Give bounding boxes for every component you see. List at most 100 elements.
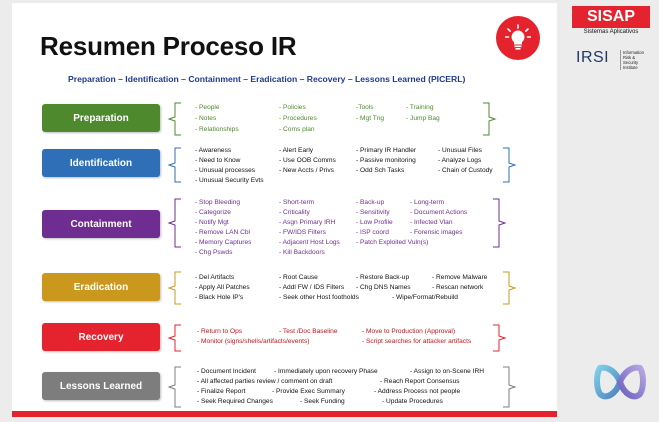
irsi-logo: IRSI Information Risk & Security Institu… [576, 48, 650, 70]
list-item: - Jump Bag [406, 115, 440, 122]
list-item: - Relationships [195, 126, 239, 133]
list-item: - Black Hole IP's [195, 294, 244, 301]
preparation-brace [167, 102, 497, 136]
list-item: - Root Cause [279, 274, 318, 281]
list-item: - Training [406, 104, 434, 111]
list-item: - Move to Production (Approval) [362, 328, 456, 335]
list-item: -Tools [356, 104, 374, 111]
list-item: - Criticality [279, 209, 310, 216]
list-item: - Seek Required Changes [197, 398, 273, 405]
list-item: - Remove Malware [432, 274, 488, 281]
phase-containment: Containment [42, 210, 160, 238]
phase-label: Eradication [73, 281, 129, 293]
identification-brace [167, 147, 517, 183]
list-item: - Provide Exec Summary [272, 388, 345, 395]
phase-recovery: Recovery [42, 323, 160, 351]
list-item: - People [195, 104, 220, 111]
phase-preparation: Preparation [42, 104, 160, 132]
phase-label: Recovery [78, 331, 124, 343]
list-item: - Addl FW / IDS Filters [279, 284, 345, 291]
phase-label: Containment [70, 218, 132, 230]
list-item: - Procedures [279, 115, 317, 122]
irsi-sub-line: Risk & Security [623, 55, 639, 65]
list-item: - Kill Backdoors [279, 249, 325, 256]
phase-identification: Identification [42, 149, 160, 177]
list-item: - Asgn Primary IRH [279, 219, 336, 226]
list-item: - Forensic images [410, 229, 463, 236]
list-item: - Reach Report Consensus [380, 378, 460, 385]
list-item: - Unusual Security Evts [195, 177, 264, 184]
list-item: - Wipe/Format/Rebuild [392, 294, 458, 301]
irsi-logo-subtitle: Information Risk & Security Institute [620, 50, 650, 70]
phase-label: Identification [69, 157, 133, 169]
containment-brace [167, 198, 507, 248]
lightbulb-icon [496, 16, 540, 60]
list-item: - Update Procedures [382, 398, 443, 405]
list-item: - Back-up [356, 199, 385, 206]
list-item: - Need to Know [195, 157, 241, 164]
list-item: - Odd Sch Tasks [356, 167, 405, 174]
phase-label: Lessons Learned [59, 380, 143, 392]
list-item: - Assign to on-Scene IRH [410, 368, 485, 375]
slide-title: Resumen Proceso IR [40, 31, 297, 61]
list-item: - Use OOB Comms [279, 157, 336, 164]
list-item: - Document Incident [197, 368, 257, 375]
sisap-logo: SISAP Sistemas Aplicativos [572, 6, 650, 38]
slide-subtitle: Preparation – Identification – Containme… [68, 74, 466, 84]
list-item: - Notes [195, 115, 217, 122]
list-item: - Awareness [195, 147, 232, 154]
list-item: - Memory Captures [195, 239, 252, 246]
bottom-accent-bar [12, 411, 557, 417]
irsi-sub-line: Institute [623, 65, 638, 70]
list-item: - Categorize [195, 209, 231, 216]
list-item: - Mgt Tng [356, 115, 385, 122]
list-item: - Remove LAN Cbl [195, 229, 250, 236]
list-item: - Analyze Logs [438, 157, 482, 164]
recovery-brace [167, 324, 507, 352]
list-item: - Chg DNS Names [356, 284, 411, 291]
list-item: - Monitor (signs/shells/artifacts/events… [197, 338, 310, 345]
list-item: - Short-term [279, 199, 315, 206]
list-item: - Chain of Custody [438, 167, 493, 174]
list-item: - ISP coord [356, 229, 389, 236]
list-item: - Patch Exploited Vuln(s) [356, 239, 429, 246]
list-item: - Infected Vlan [410, 219, 453, 226]
list-item: - Long-term [410, 199, 445, 206]
list-item: - Coms plan [279, 126, 315, 133]
list-item: - Primary IR Handler [356, 147, 417, 154]
list-item: - Address Process not people [374, 388, 461, 395]
list-item: - Seek Funding [300, 398, 345, 405]
list-item: - Return to Ops [197, 328, 243, 335]
list-item: - Passive monitoring [356, 157, 416, 164]
list-item: - Apply All Patches [195, 284, 250, 291]
lessons-brace [167, 366, 517, 408]
list-item: - Notify Mgt [195, 219, 229, 226]
infinity-logo-icon [594, 364, 646, 400]
sisap-logo-text: SISAP [572, 6, 650, 28]
phase-lessons-learned: Lessons Learned [42, 372, 160, 400]
list-item: - Test /Doc Baseline [279, 328, 338, 335]
list-item: - Rescan network [432, 284, 484, 291]
list-item: - Adjacent Host Logs [279, 239, 340, 246]
list-item: - Immediately upon recovery Phase [274, 368, 378, 375]
phase-eradication: Eradication [42, 273, 160, 301]
list-item: - Finalize Report [197, 388, 246, 395]
irsi-sub-line: Information [623, 50, 644, 55]
list-item: - Low Profile [356, 219, 393, 226]
list-item: - Document Actions [410, 209, 468, 216]
sisap-logo-subtitle: Sistemas Aplicativos [583, 29, 639, 35]
list-item: - New Accts / Privs [279, 167, 334, 174]
irsi-logo-text: IRSI [576, 49, 610, 66]
eradication-brace [167, 271, 517, 305]
list-item: - Stop Bleeding [195, 199, 241, 206]
list-item: - Script searches for attacker artifacts [362, 338, 472, 345]
list-item: - FW/IDS Filters [279, 229, 326, 236]
list-item: - All affected parties review / comment … [197, 378, 333, 385]
presentation-slide: Resumen Proceso IR Preparation – Identif… [12, 3, 557, 417]
list-item: - Restore Back-up [356, 274, 410, 281]
list-item: - Del Artifacts [195, 274, 235, 281]
list-item: - Unusual processes [195, 167, 256, 174]
phase-label: Preparation [73, 112, 129, 124]
list-item: - Unusual Files [438, 147, 482, 154]
list-item: - Policies [279, 104, 306, 111]
